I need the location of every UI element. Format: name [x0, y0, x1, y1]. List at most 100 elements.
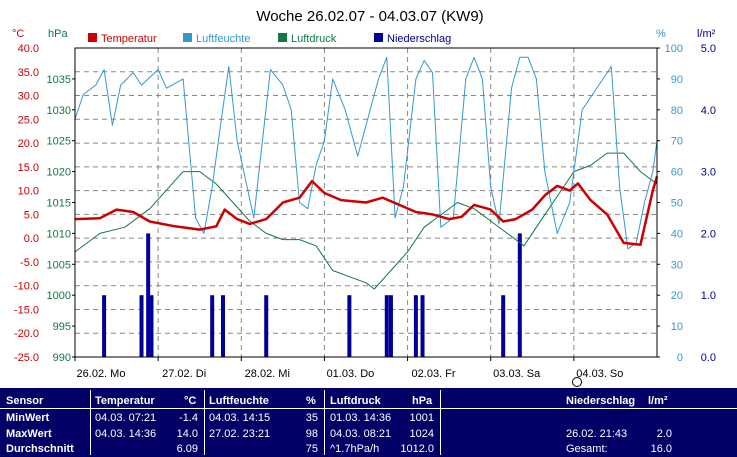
- stats-header-temp: Temperatur: [95, 395, 155, 407]
- rain-tick-label: 2.0: [701, 228, 716, 240]
- hum-tick-label: 70: [671, 136, 683, 148]
- stats-row-avg-label: Durchschnitt: [6, 443, 74, 455]
- niederschlag-bar: [388, 295, 393, 357]
- x-tick-label: 03.03. Sa: [493, 368, 541, 380]
- x-tick-label: 01.03. Do: [327, 368, 375, 380]
- legend-label-temperatur: Temperatur: [101, 33, 157, 45]
- rain-axis: 5.0 4.0 3.0 2.0 1.0 0.0: [701, 43, 716, 364]
- temp-tick-label: 0.0: [24, 233, 39, 245]
- niederschlag-bar: [220, 295, 225, 357]
- x-tick-label: 02.03. Fr: [412, 368, 456, 380]
- stats-header-hum: Luftfeuchte: [209, 395, 269, 407]
- press-tick-label: 1010: [47, 228, 71, 240]
- niederschlag-bar: [347, 295, 352, 357]
- hum-tick-label: 60: [671, 167, 683, 179]
- press-tick-label: 1030: [47, 105, 71, 117]
- press-tick-label: 995: [53, 321, 71, 333]
- stats-max-hum-val: 98: [305, 428, 318, 440]
- press-tick-label: 1015: [47, 198, 71, 210]
- stats-max-hum-date: 27.02. 23:21: [209, 428, 271, 440]
- niederschlag-bar: [139, 295, 144, 357]
- press-tick-label: 1020: [47, 167, 71, 179]
- stats-max-rain-val: 2.0: [656, 428, 672, 440]
- stats-header-sensor: Sensor: [6, 395, 44, 407]
- niederschlag-bar: [413, 295, 418, 357]
- hum-tick-label: 20: [671, 290, 683, 302]
- marker-icon: [572, 377, 582, 387]
- series-lines: [74, 56, 659, 290]
- stats-avg-hum-val: 75: [305, 443, 318, 455]
- stats-table: Sensor Temperatur °C Luftfeuchte % Luftd…: [0, 388, 737, 457]
- niederschlag-bars: [102, 233, 522, 357]
- temp-axis: 40.0 35.0 30.0 25.0 20.0 15.0 10.0 5.0 0.0 -5.0 -1…: [14, 43, 39, 364]
- hum-tick-label: 40: [671, 228, 683, 240]
- niederschlag-bar: [501, 295, 506, 357]
- press-tick-label: 1000: [47, 290, 71, 302]
- press-tick-label: 1025: [47, 136, 71, 148]
- x-tick-label: 04.03. So: [576, 368, 623, 380]
- stats-min-hum-val: 35: [305, 412, 318, 424]
- stats-avg-press-val: 1012.0: [400, 443, 434, 455]
- temp-tick-label: 35.0: [18, 67, 39, 79]
- temp-tick-label: -25.0: [14, 352, 39, 364]
- hum-tick-label: 30: [671, 259, 683, 271]
- temp-tick-label: 5.0: [24, 209, 39, 221]
- hum-unit-label: %: [656, 28, 666, 40]
- temp-tick-label: -20.0: [14, 328, 39, 340]
- temp-tick-label: -5.0: [20, 257, 39, 269]
- rain-unit-label: l/m²: [697, 28, 716, 40]
- stats-header-press-unit: hPa: [412, 395, 433, 407]
- legend-label-luftdruck: Luftdruck: [291, 33, 337, 45]
- stats-min-press-val: 1001: [409, 412, 434, 424]
- temp-tick-label: 20.0: [18, 138, 39, 150]
- niederschlag-bar: [264, 295, 269, 357]
- stats-max-rain-date: 26.02. 21:43: [566, 428, 628, 440]
- legend-label-luftfeuchte: Luftfeuchte: [196, 33, 250, 45]
- hum-tick-label: 90: [671, 74, 683, 86]
- temp-tick-label: -10.0: [14, 281, 39, 293]
- stats-header-press: Luftdruck: [330, 395, 381, 407]
- rain-tick-label: 0.0: [701, 352, 716, 364]
- stats-header-temp-unit: °C: [184, 395, 197, 407]
- hum-tick-label: 100: [665, 43, 683, 55]
- temp-tick-label: 25.0: [18, 114, 39, 126]
- rain-tick-label: 4.0: [701, 105, 716, 117]
- stats-min-temp-date: 04.03. 07:21: [95, 412, 157, 424]
- stats-row-min-label: MinWert: [6, 412, 50, 424]
- temp-tick-label: 30.0: [18, 91, 39, 103]
- press-unit-label: hPa: [48, 28, 68, 40]
- x-tick-label: 27.02. Di: [162, 368, 206, 380]
- x-tick-label: 26.02. Mo: [77, 368, 126, 380]
- temp-tick-label: -15.0: [14, 304, 39, 316]
- press-tick-label: 1005: [47, 259, 71, 271]
- luftdruck-line: [74, 152, 658, 290]
- plot-frame: [74, 47, 658, 358]
- luftfeuchte-line: [74, 56, 658, 250]
- stats-min-hum-date: 04.03. 14:15: [209, 412, 271, 424]
- stats-header-rain: Niederschlag: [566, 395, 636, 407]
- stats-max-temp-date: 04.03. 14:36: [95, 428, 157, 440]
- stats-max-press-date: 04.03. 08:21: [330, 428, 392, 440]
- temperatur-line: [74, 176, 659, 247]
- stats-header-rain-unit: l/m²: [648, 395, 668, 407]
- x-axis: 26.02. Mo 27.02. Di 28.02. Mi 01.03. Do 02.0…: [74, 357, 623, 380]
- niederschlag-bar: [384, 295, 389, 357]
- stats-max-press-val: 1024: [409, 428, 434, 440]
- legend: Temperatur Luftfeuchte Luftdruck Nieders…: [88, 33, 451, 45]
- legend-swatch-luftfeuchte: [183, 33, 192, 42]
- press-tick-label: 1035: [47, 74, 71, 86]
- legend-label-niederschlag: Niederschlag: [387, 33, 451, 45]
- stats-avg-press-trend: ^1.7hPa/h: [330, 443, 380, 455]
- legend-swatch-temperatur: [88, 33, 97, 42]
- rain-tick-label: 3.0: [701, 167, 716, 179]
- weather-chart: Woche 26.02.07 - 04.03.07 (KW9) °C hPa %…: [12, 8, 716, 387]
- stats-min-press-date: 01.03. 14:36: [330, 412, 392, 424]
- rain-tick-label: 1.0: [701, 290, 716, 302]
- hum-tick-label: 50: [671, 198, 683, 210]
- niederschlag-bar: [420, 295, 425, 357]
- hum-tick-label: 0: [677, 352, 683, 364]
- stats-row-max-label: MaxWert: [6, 428, 52, 440]
- press-axis: 1035 1030 1025 1020 1015 1010 1005 1000 995 990: [47, 74, 75, 364]
- niederschlag-bar: [102, 295, 107, 357]
